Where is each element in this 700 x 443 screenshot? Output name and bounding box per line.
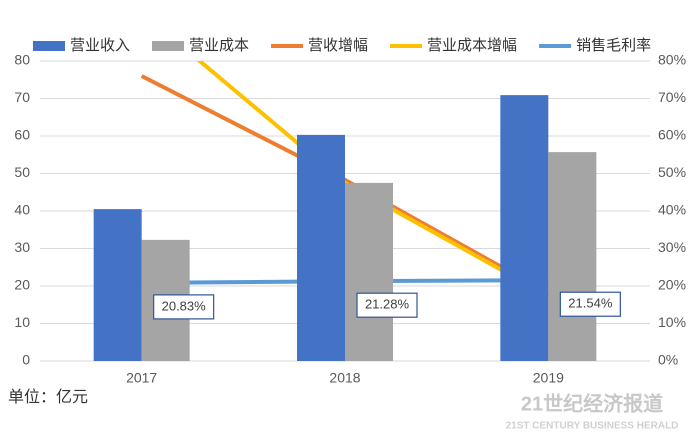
y-tick-label: 80 (14, 52, 30, 68)
value-label: 21.54% (568, 296, 613, 311)
value-label-box (559, 291, 621, 317)
bar (345, 182, 393, 361)
y2-tick-label: 40% (658, 202, 686, 218)
y-tick-label: 40 (14, 202, 30, 218)
bar (93, 209, 142, 361)
unit-note: 单位：亿元 (8, 388, 88, 406)
legend-swatch (152, 41, 185, 51)
y2-tick-label: 30% (658, 239, 686, 255)
y-tick-label: 60 (14, 127, 30, 143)
legend-label: 营收增幅 (308, 37, 368, 54)
value-label-box (356, 292, 418, 318)
y2-tick-label: 0% (658, 352, 678, 368)
y-tick-label: 10 (14, 314, 30, 330)
x-tick-label: 2018 (329, 370, 360, 386)
value-label: 20.83% (162, 298, 207, 313)
value-label-box (153, 294, 215, 320)
y2-tick-label: 10% (658, 314, 686, 330)
y2-tick-label: 70% (658, 89, 686, 105)
legend-swatch (33, 41, 65, 51)
bar (297, 134, 345, 361)
x-tick-label: 2017 (126, 370, 157, 386)
legend-label: 营业成本增幅 (427, 37, 517, 54)
watermark-sub: 21ST CENTURY BUSINESS HERALD (506, 421, 679, 432)
bar (548, 152, 597, 361)
legend-label: 营业成本 (189, 37, 249, 54)
y2-tick-label: 50% (658, 164, 686, 180)
watermark: 21世纪经济报道 (521, 391, 663, 415)
y2-tick-label: 20% (658, 277, 686, 293)
y-tick-label: 20 (14, 277, 30, 293)
value-label: 21.28% (365, 297, 410, 312)
y-tick-label: 70 (14, 89, 30, 105)
legend-label: 销售毛利率 (576, 37, 651, 54)
y-tick-label: 30 (14, 239, 30, 255)
legend-label: 营业收入 (70, 37, 130, 54)
y-tick-label: 50 (14, 164, 30, 180)
y2-tick-label: 80% (658, 52, 686, 68)
x-tick-label: 2019 (533, 370, 564, 386)
y-tick-label: 0 (22, 352, 30, 368)
bar (500, 95, 549, 361)
y2-tick-label: 60% (658, 127, 686, 143)
